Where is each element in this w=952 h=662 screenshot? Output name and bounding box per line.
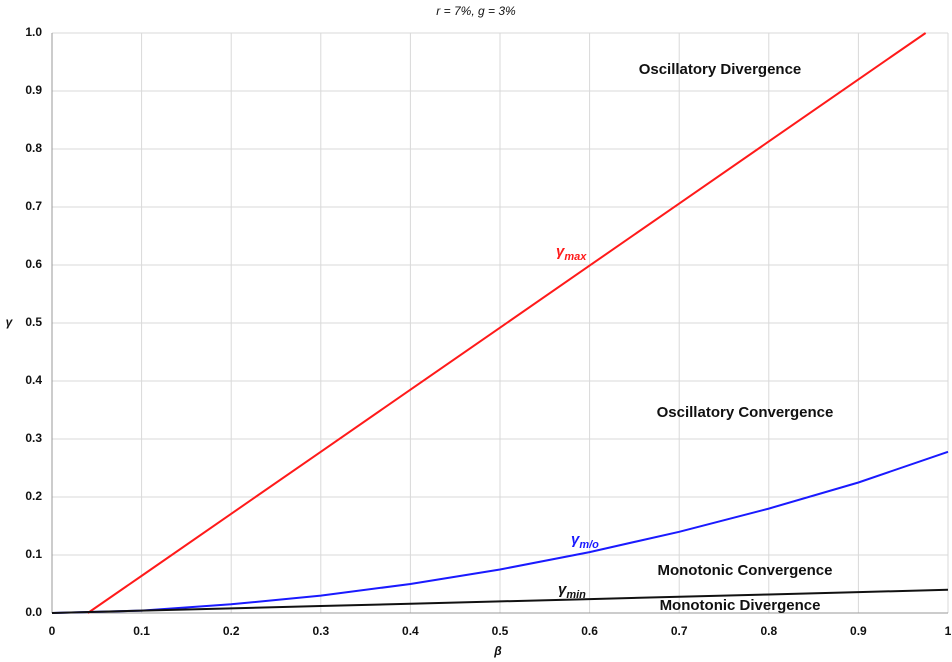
x-tick-label: 0.1 <box>133 624 150 638</box>
y-tick-label: 0.5 <box>25 315 42 329</box>
x-tick-label: 0.6 <box>581 624 598 638</box>
x-tick-label: 0.3 <box>312 624 329 638</box>
y-tick-label: 0.7 <box>25 199 42 213</box>
series-line <box>51 450 949 614</box>
series-symbol: γ <box>571 531 581 548</box>
series-line <box>51 588 949 614</box>
y-tick-label: 0.2 <box>25 489 42 503</box>
x-tick-label: 0.7 <box>671 624 688 638</box>
series-line <box>87 32 927 614</box>
y-tick-label: 0.1 <box>25 547 42 561</box>
y-tick-label: 0.6 <box>25 257 42 271</box>
series-symbol: γ <box>558 581 568 598</box>
region-label: Monotonic Convergence <box>657 562 832 579</box>
series-subscript: m/o <box>579 539 599 551</box>
series-subscript: min <box>566 589 586 601</box>
y-tick-label: 0.8 <box>25 141 42 155</box>
series-label: γm/o <box>571 531 599 551</box>
y-tick-label: 1.0 <box>25 25 42 39</box>
series-label: γmax <box>556 243 587 263</box>
y-tick-label: 0.4 <box>25 373 42 387</box>
y-tick-label: 0.0 <box>25 605 42 619</box>
region-label: Oscillatory Convergence <box>657 404 834 421</box>
y-axis-label: γ <box>6 315 14 329</box>
y-tick-label: 0.3 <box>25 431 42 445</box>
y-tick-label: 0.9 <box>25 83 42 97</box>
region-label: Oscillatory Divergence <box>639 61 802 78</box>
x-tick-label: 0 <box>49 624 56 638</box>
chart-title: r = 7%, g = 3% <box>436 4 516 18</box>
series-label: γmin <box>558 581 586 601</box>
x-tick-label: 0.4 <box>402 624 419 638</box>
series-symbol: γ <box>556 243 566 260</box>
x-tick-label: 0.8 <box>760 624 777 638</box>
region-label: Monotonic Divergence <box>660 597 821 614</box>
x-tick-label: 0.9 <box>850 624 867 638</box>
x-tick-label: 0.5 <box>492 624 509 638</box>
series-subscript: max <box>564 251 587 263</box>
x-tick-label: 1 <box>945 624 952 638</box>
x-tick-label: 0.2 <box>223 624 240 638</box>
x-axis-label: β <box>493 644 502 658</box>
